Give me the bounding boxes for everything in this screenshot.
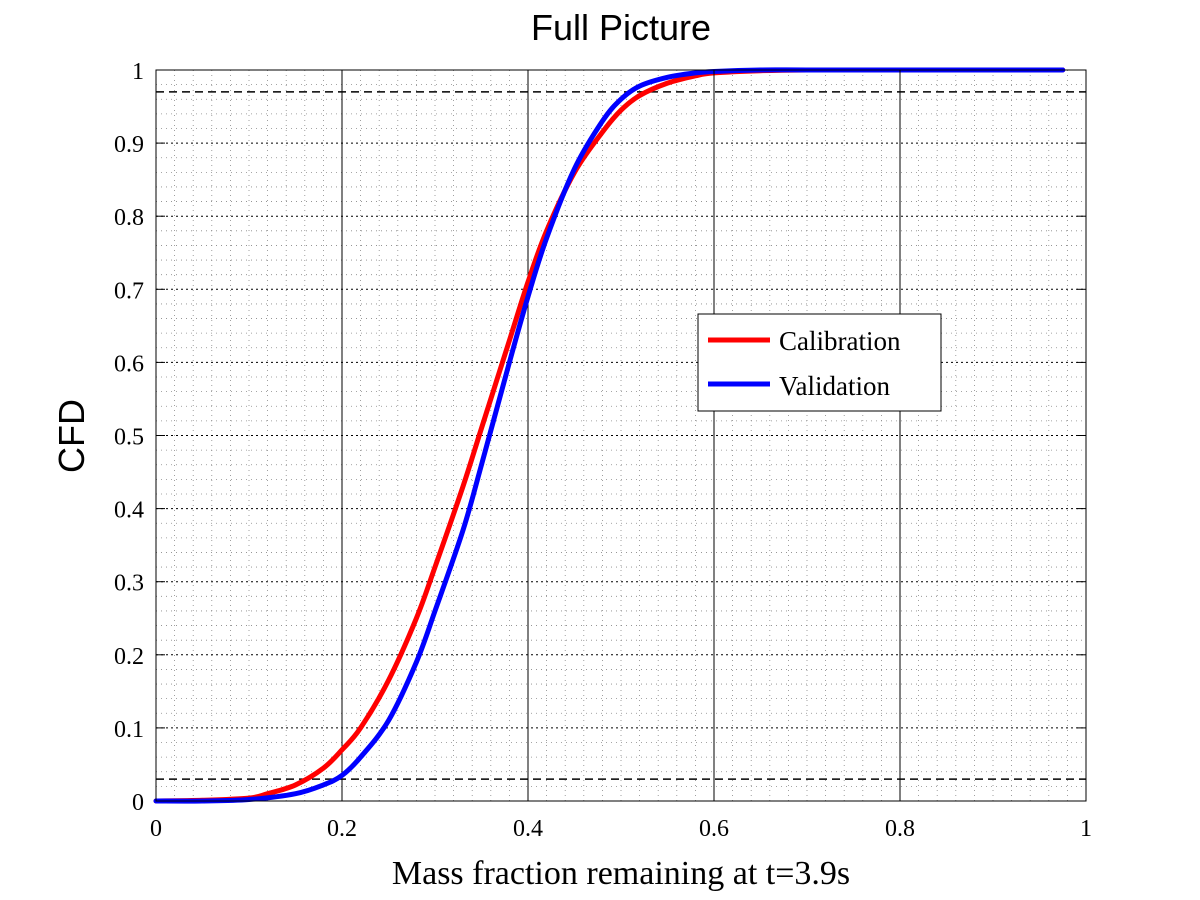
x-tick-label: 0.6 [699,816,729,842]
y-tick-label: 0 [132,790,144,816]
y-tick-label: 0.8 [114,205,144,231]
y-tick-label: 0.7 [114,278,144,304]
y-tick-label: 0.5 [114,425,144,451]
x-tick-label: 0.4 [513,816,543,842]
legend-label-calibration: Calibration [779,326,901,356]
x-tick-label: 1 [1080,816,1092,842]
x-tick-label: 0 [150,816,162,842]
x-tick-label: 0.8 [885,816,915,842]
x-tick-labels: 0 0.2 0.4 0.6 0.8 1 [150,816,1092,842]
y-tick-labels: 0 0.1 0.2 0.3 0.4 0.5 0.6 0.7 0.8 0.9 1 [114,59,144,816]
major-grid [156,70,1086,801]
legend-label-validation: Validation [779,371,890,401]
tick-marks [155,69,1087,802]
reference-lines [156,91,1086,780]
y-tick-label: 0.2 [114,644,144,670]
y-tick-label: 0.6 [114,351,144,377]
x-axis-label: Mass fraction remaining at t=3.9s [392,855,850,892]
y-tick-label: 0.9 [114,132,144,158]
y-axis-label: CFD [51,399,92,473]
y-tick-label: 0.3 [114,571,144,597]
y-tick-label: 0.4 [114,498,144,524]
legend: Calibration Validation [697,313,942,412]
y-tick-label: 0.1 [114,717,144,743]
x-tick-label: 0.2 [327,816,357,842]
chart-title: Full Picture [531,7,711,48]
y-tick-label: 1 [132,59,144,85]
legend-box [697,313,942,412]
